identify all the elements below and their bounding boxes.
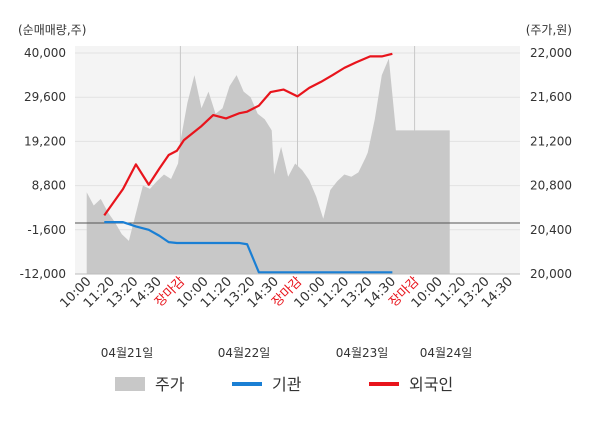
day-label: 04월23일 — [336, 346, 389, 360]
legend-label: 기관 — [272, 375, 302, 394]
left-tick-label: 8,800 — [32, 179, 66, 193]
legend-swatch-line — [369, 382, 399, 386]
chart-legend: 주가 기관 외국인 — [115, 375, 453, 394]
right-tick-label: 20,000 — [530, 267, 572, 281]
left-axis-tick-labels: 40,000 29,600 19,200 8,800 -1,600 -12,000 — [20, 46, 66, 281]
series-line-institution — [104, 221, 393, 274]
stock-price-area — [86, 58, 450, 275]
day-label: 04월21일 — [101, 346, 154, 360]
day-label: 04월24일 — [420, 346, 473, 360]
right-tick-label: 21,600 — [530, 90, 572, 104]
right-axis-unit-label: (주가,원) — [526, 23, 572, 37]
day-labels: 04월21일 04월22일 04월23일 04월24일 — [101, 346, 473, 360]
legend-label: 주가 — [155, 375, 185, 394]
left-tick-label: -12,000 — [20, 267, 66, 281]
left-axis-unit-label: (순매매량,주) — [18, 23, 86, 37]
left-tick-label: 19,200 — [24, 134, 66, 148]
left-tick-label: -1,600 — [27, 223, 66, 237]
day-label: 04월22일 — [218, 346, 271, 360]
legend-swatch-line — [232, 382, 262, 386]
right-tick-label: 20,800 — [530, 179, 572, 193]
investor-lines-layer — [103, 52, 393, 274]
legend-label: 외국인 — [409, 375, 453, 394]
right-tick-label: 20,400 — [530, 223, 572, 237]
right-tick-label: 22,000 — [530, 46, 572, 60]
series-line-foreign — [103, 52, 393, 216]
right-axis-tick-labels: 22,000 21,600 21,200 20,800 20,400 20,000 — [530, 46, 572, 281]
left-tick-label: 29,600 — [24, 90, 66, 104]
legend-swatch-area — [115, 377, 145, 391]
stock-price-area-layer — [86, 58, 450, 275]
left-tick-label: 40,000 — [24, 46, 66, 60]
right-tick-label: 21,200 — [530, 134, 572, 148]
